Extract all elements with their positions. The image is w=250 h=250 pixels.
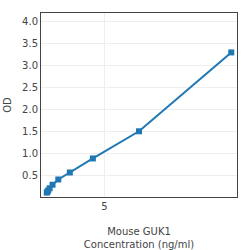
svg-text:2.0: 2.0 [22, 104, 38, 115]
svg-text:Mouse GUK1Concentration (ng/ml: Mouse GUK1Concentration (ng/ml) [84, 226, 194, 250]
svg-text:3.5: 3.5 [22, 38, 38, 49]
svg-text:4.0: 4.0 [22, 16, 38, 27]
svg-text:2.5: 2.5 [22, 82, 38, 93]
svg-text:1.5: 1.5 [22, 126, 38, 137]
svg-text:1.0: 1.0 [22, 148, 38, 159]
svg-text:0.5: 0.5 [22, 170, 38, 181]
svg-text:3.0: 3.0 [22, 60, 38, 71]
svg-text:OD: OD [2, 97, 13, 113]
svg-text:5: 5 [101, 201, 107, 212]
